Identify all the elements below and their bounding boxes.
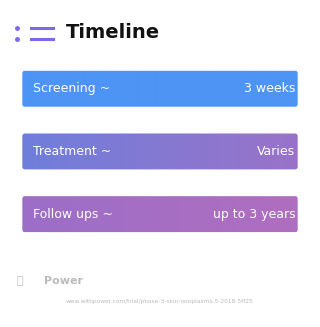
Text: Screening ~: Screening ~ — [33, 82, 110, 95]
Text: ␧: ␧ — [17, 276, 23, 286]
Text: Varies: Varies — [257, 145, 295, 158]
Text: Power: Power — [44, 276, 83, 286]
Text: Follow ups ~: Follow ups ~ — [33, 208, 113, 221]
Text: Timeline: Timeline — [66, 23, 160, 42]
Text: up to 3 years: up to 3 years — [212, 208, 295, 221]
Text: 3 weeks: 3 weeks — [244, 82, 295, 95]
Text: www.withpower.com/trial/phase-3-skin-neoplasms-5-2018-5ff25: www.withpower.com/trial/phase-3-skin-neo… — [66, 299, 254, 304]
Text: Treatment ~: Treatment ~ — [33, 145, 111, 158]
